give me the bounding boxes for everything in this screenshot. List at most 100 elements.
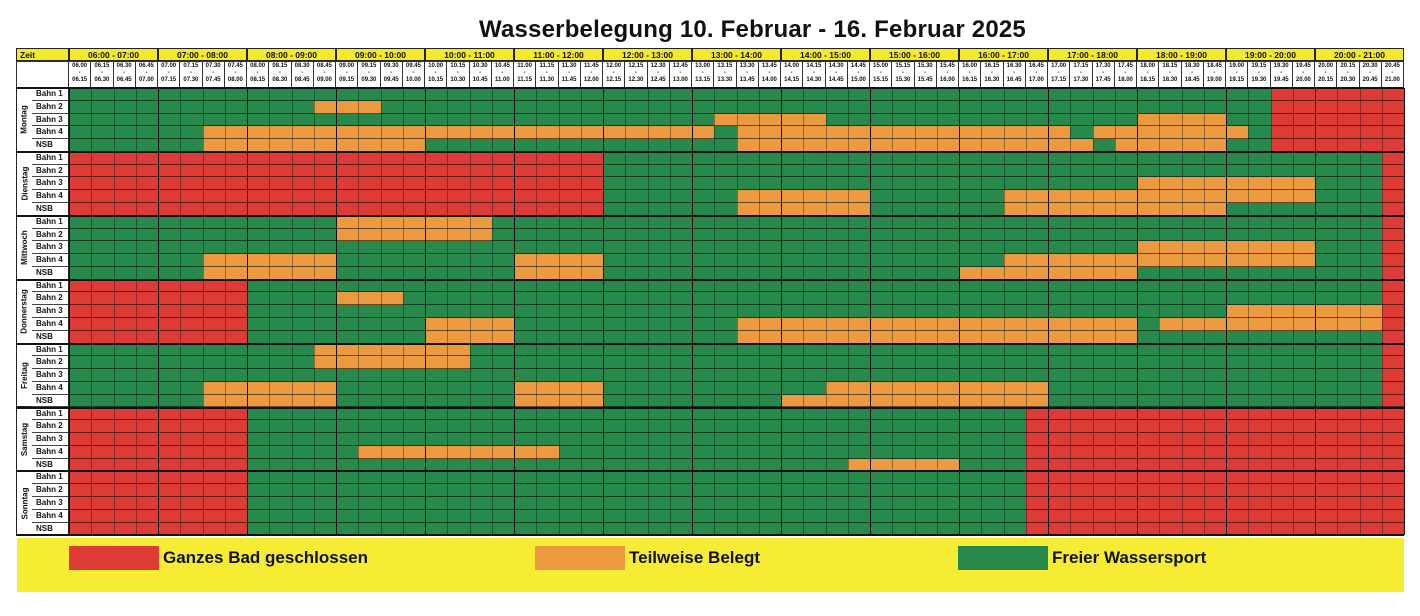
slot-start: 09.45	[405, 63, 421, 69]
lane-label: Bahn 4	[32, 254, 69, 267]
occupancy-segment	[1381, 305, 1404, 319]
hour-header: 06:00 - 07:00	[69, 48, 158, 61]
slot-dash: -	[1324, 70, 1327, 76]
slot-end: 07.30	[183, 77, 199, 83]
slot-dash: -	[434, 70, 437, 76]
slot-dash: -	[612, 70, 615, 76]
occupancy-segment	[1270, 139, 1404, 152]
slot-dash: -	[1391, 70, 1394, 76]
slot-gridline	[1203, 88, 1205, 536]
lane-label: Bahn 2	[32, 292, 69, 306]
slot-dash: -	[723, 70, 726, 76]
slot-header: 15.15-15.30	[892, 61, 915, 88]
occupancy-segment	[247, 445, 359, 459]
occupancy-segment	[358, 445, 559, 459]
slot-start: 14.30	[828, 63, 844, 69]
slot-header: 13.30-13.45	[736, 61, 759, 88]
slot-header: 09.30-09.45	[380, 61, 403, 88]
slot-dash: -	[100, 70, 103, 76]
occupancy-segment	[491, 215, 1382, 229]
slot-end: 11.15	[517, 77, 532, 83]
occupancy-segment	[1048, 381, 1382, 395]
slot-dash: -	[145, 70, 148, 76]
slot-gridline	[1070, 88, 1072, 536]
day-label: Samstag	[16, 407, 32, 472]
slot-header: 12.30-12.45	[647, 61, 670, 88]
slot-end: 15.15	[873, 77, 889, 83]
slot-gridline	[1181, 88, 1183, 536]
slot-dash: -	[456, 70, 459, 76]
slot-header: 14.30-14.45	[825, 61, 848, 88]
hour-header: 12:00 - 13:00	[603, 48, 692, 61]
occupancy-segment	[1315, 241, 1382, 255]
day-label: Donnerstag	[16, 279, 32, 344]
slot-gridline	[1381, 88, 1383, 536]
occupancy-segment	[1381, 330, 1404, 344]
hour-gridline	[1403, 88, 1405, 536]
occupancy-segment	[313, 356, 470, 370]
hour-header: 18:00 - 19:00	[1137, 48, 1226, 61]
slot-header: 06.00-06.15	[69, 61, 92, 88]
slot-gridline	[714, 88, 716, 536]
day-label: Sonntag	[16, 471, 32, 536]
zeit-header: Zeit	[16, 48, 69, 61]
hour-gridline	[157, 88, 159, 536]
slot-start: 18.45	[1206, 63, 1222, 69]
occupancy-segment	[1381, 292, 1404, 306]
slot-end: 16.45	[1006, 77, 1022, 83]
occupancy-segment	[336, 228, 492, 242]
slot-start: 12.15	[628, 63, 644, 69]
slot-header: 20.30-20.45	[1359, 61, 1382, 88]
occupancy-segment	[1114, 139, 1226, 152]
slot-gridline	[803, 88, 805, 536]
slot-start: 08.30	[294, 63, 310, 69]
slot-start: 17.45	[1117, 63, 1133, 69]
occupancy-segment	[825, 113, 1137, 127]
slot-end: 18.30	[1162, 77, 1178, 83]
slot-start: 10.45	[494, 63, 510, 69]
slot-start: 10.00	[428, 63, 444, 69]
slot-start: 15.45	[939, 63, 955, 69]
slot-start: 08.00	[250, 63, 266, 69]
occupancy-segment	[1137, 318, 1160, 331]
slot-start: 12.30	[650, 63, 666, 69]
occupancy-segment	[1025, 484, 1404, 497]
slot-dash: -	[990, 70, 993, 76]
slot-dash: -	[501, 70, 504, 76]
day-label-text: Montag	[20, 105, 29, 135]
slot-gridline	[380, 88, 382, 536]
slot-end: 16.15	[962, 77, 978, 83]
occupancy-segment	[336, 215, 492, 229]
slot-end: 11.45	[561, 77, 577, 83]
occupancy-segment	[69, 394, 203, 408]
occupancy-segment	[1270, 88, 1404, 101]
occupancy-segment	[313, 343, 470, 357]
slot-header: 10.30-10.45	[469, 61, 492, 88]
legend-item-free: Freier Wassersport	[958, 546, 1206, 570]
slot-dash: -	[768, 70, 771, 76]
day-label-text: Dienstag	[20, 166, 30, 201]
occupancy-segment	[1070, 126, 1093, 140]
legend-item-closed: Ganzes Bad geschlossen	[69, 546, 368, 570]
occupancy-segment	[247, 458, 848, 472]
hour-header: 08:00 - 09:00	[247, 48, 336, 61]
slot-dash: -	[568, 70, 571, 76]
slot-header: 12.00-12.15	[603, 61, 626, 88]
slot-start: 17.30	[1095, 63, 1111, 69]
slot-header: 19.00-19.15	[1226, 61, 1249, 88]
occupancy-segment	[247, 496, 1026, 510]
slot-end: 21.00	[1384, 77, 1400, 83]
slot-header: 06.15-06.30	[91, 61, 114, 88]
slot-end: 13.30	[717, 77, 733, 83]
slot-end: 08.15	[250, 77, 266, 83]
occupancy-segment	[69, 88, 1271, 101]
slot-dash: -	[412, 70, 415, 76]
slot-dash: -	[189, 70, 192, 76]
slot-header: 14.45-15.00	[847, 61, 870, 88]
slot-end: 18.45	[1184, 77, 1200, 83]
occupancy-segment	[514, 330, 737, 344]
slot-gridline	[892, 88, 894, 536]
occupancy-segment	[247, 433, 1026, 446]
slot-gridline	[1092, 88, 1094, 536]
slot-header: 09.15-09.30	[358, 61, 381, 88]
